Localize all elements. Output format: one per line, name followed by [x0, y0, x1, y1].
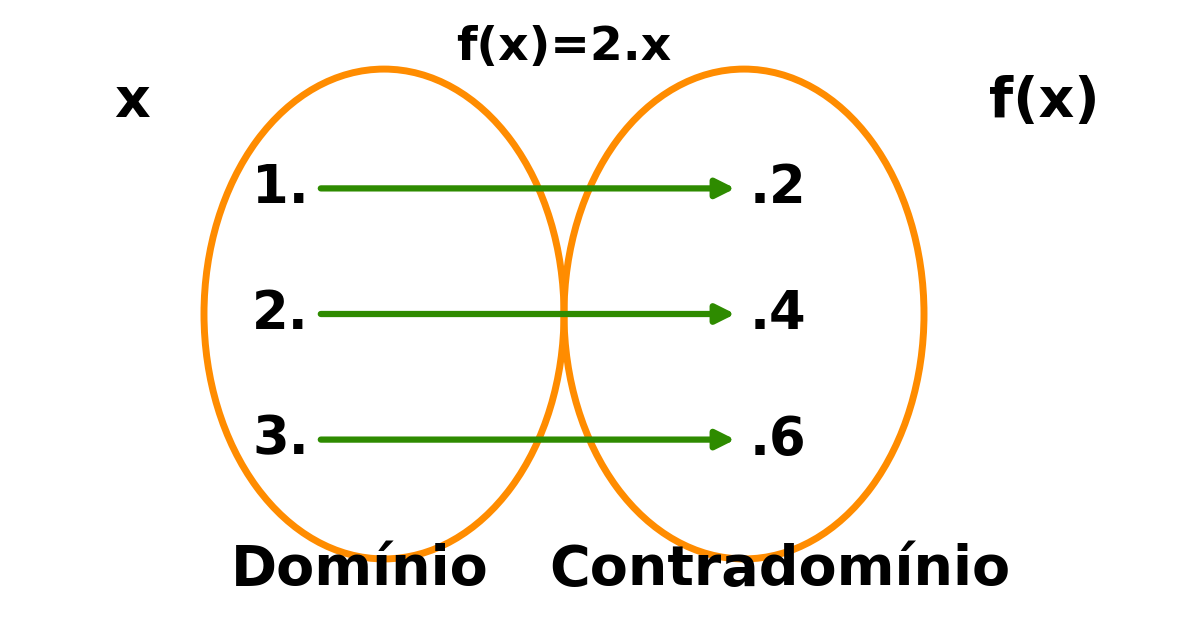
Text: .6: .6 — [750, 414, 806, 465]
Text: f(x): f(x) — [989, 75, 1099, 129]
Text: Domínio: Domínio — [232, 543, 488, 597]
Text: .4: .4 — [750, 288, 806, 340]
Text: .2: .2 — [750, 163, 806, 214]
Text: f(x)=2.x: f(x)=2.x — [456, 25, 672, 70]
Text: 1.: 1. — [252, 163, 308, 214]
Text: 3.: 3. — [252, 414, 308, 465]
Text: 2.: 2. — [252, 288, 308, 340]
Text: x: x — [114, 75, 150, 129]
Text: Contradomínio: Contradomínio — [550, 543, 1010, 597]
